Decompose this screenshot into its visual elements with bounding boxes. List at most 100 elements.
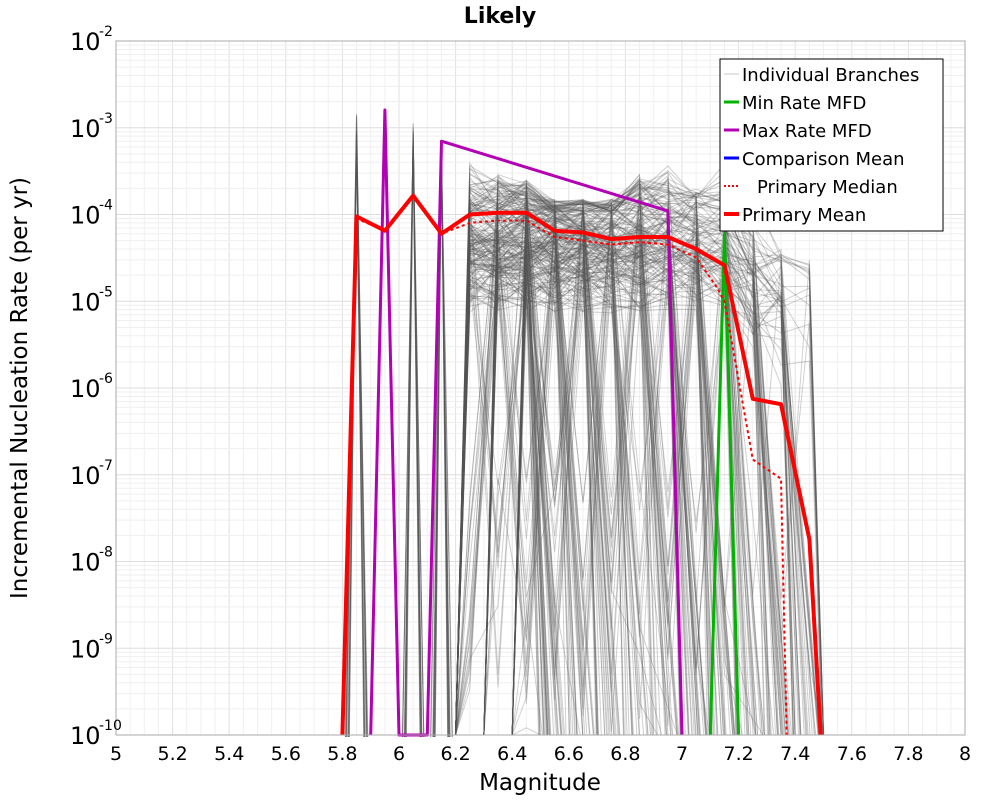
branch-line (455, 236, 544, 736)
branch-line (511, 275, 824, 736)
branch-line (455, 194, 541, 736)
branch-line (455, 233, 548, 736)
branch-line (455, 248, 757, 736)
branch-line (455, 176, 824, 736)
branch-line (511, 214, 750, 736)
branch-line (455, 166, 718, 736)
branch-line (511, 255, 550, 736)
branch-spike (401, 149, 425, 738)
branch-line (511, 242, 726, 736)
branch-line (455, 234, 683, 736)
x-tick-label: 7 (676, 743, 688, 765)
branch-line (455, 176, 599, 736)
branch-line (483, 211, 602, 736)
branch-line (483, 234, 606, 736)
branch-line (455, 275, 790, 736)
branch-line (455, 284, 716, 736)
y-tick-label: 10-3 (70, 111, 113, 143)
grid (115, 41, 966, 736)
branch-line (483, 249, 819, 736)
branch-line (511, 192, 595, 736)
branch-line (455, 189, 625, 736)
branch-line (455, 242, 591, 736)
legend-label: Individual Branches (742, 65, 919, 86)
branch-line (511, 234, 545, 736)
branch-line (455, 241, 700, 736)
branch-line (483, 241, 824, 736)
branch-line (511, 228, 796, 736)
branch-line (455, 196, 754, 736)
x-tick-label: 6.6 (554, 743, 584, 765)
branch-line (455, 234, 655, 736)
branch-line (511, 203, 686, 736)
legend-label: Min Rate MFD (742, 93, 866, 114)
branch-line (455, 161, 682, 736)
branch-line (511, 244, 547, 736)
branch-line (455, 263, 562, 736)
x-tick-label: 5.4 (214, 743, 244, 765)
branch-line (455, 202, 824, 736)
branch-line (455, 243, 693, 736)
x-tick-label: 8 (959, 743, 971, 765)
branch-line (511, 201, 824, 736)
branch-line (455, 230, 654, 736)
y-tick-exponent: -10 (99, 718, 122, 734)
branch-line (455, 172, 548, 736)
branch-line (511, 254, 723, 736)
branch-line (455, 275, 578, 736)
branch-spike (403, 130, 423, 738)
branch-line (455, 190, 555, 736)
x-axis-ticks: 5 5.2 5.4 5.6 5.8 6 6.2 6.4 6.6 6.8 7 7.2 7.4 7.6 7.8 8 (110, 743, 971, 765)
branch-line (455, 248, 552, 736)
branch-line (483, 170, 737, 736)
x-tick-label: 7.6 (837, 743, 867, 765)
branch-line (455, 242, 807, 736)
x-axis-label: Magnitude (479, 770, 601, 796)
branch-line (455, 275, 641, 736)
branch-line (455, 164, 707, 736)
branch-line (455, 230, 549, 736)
y-tick-exponent: -3 (99, 111, 113, 127)
branch-line (455, 254, 786, 736)
branch-line (455, 202, 695, 736)
x-tick-label: 6.4 (497, 743, 527, 765)
legend-label: Primary Mean (742, 205, 866, 226)
branch-line (455, 267, 576, 736)
branch-line (455, 241, 794, 736)
branch-line (455, 261, 645, 736)
x-tick-label: 7.4 (780, 743, 810, 765)
y-tick-label: 10-4 (70, 198, 113, 230)
branch-line (455, 235, 824, 736)
branch-line (455, 182, 610, 736)
branch-line (455, 195, 599, 736)
branch-spike (348, 135, 365, 738)
branch-line (511, 247, 597, 736)
branch-line (455, 270, 801, 736)
branch-line (455, 180, 684, 736)
branch-spike (347, 113, 366, 738)
branch-line (455, 262, 649, 736)
branch-line (455, 184, 584, 736)
y-tick-base: 10 (70, 202, 101, 230)
branch-line (455, 228, 726, 736)
branch-spike (404, 123, 422, 738)
branch-line (455, 245, 682, 736)
legend-label: Max Rate MFD (742, 121, 872, 142)
branch-line (511, 200, 799, 736)
x-tick-label: 5.8 (327, 743, 357, 765)
branch-line (511, 275, 606, 736)
branch-line (511, 228, 750, 736)
y-tick-label: 10-10 (70, 718, 122, 750)
branch-line (455, 262, 735, 736)
branch-line (455, 186, 824, 736)
branch-line (455, 179, 661, 736)
branch-line (511, 191, 731, 736)
branch-line (455, 180, 823, 736)
branch-line (511, 201, 570, 736)
y-tick-label: 10-5 (70, 284, 113, 316)
individual-branches (344, 113, 824, 738)
branch-line (455, 283, 545, 736)
branch-line (455, 216, 794, 736)
branch-line (483, 184, 681, 736)
branch-line (483, 239, 749, 736)
